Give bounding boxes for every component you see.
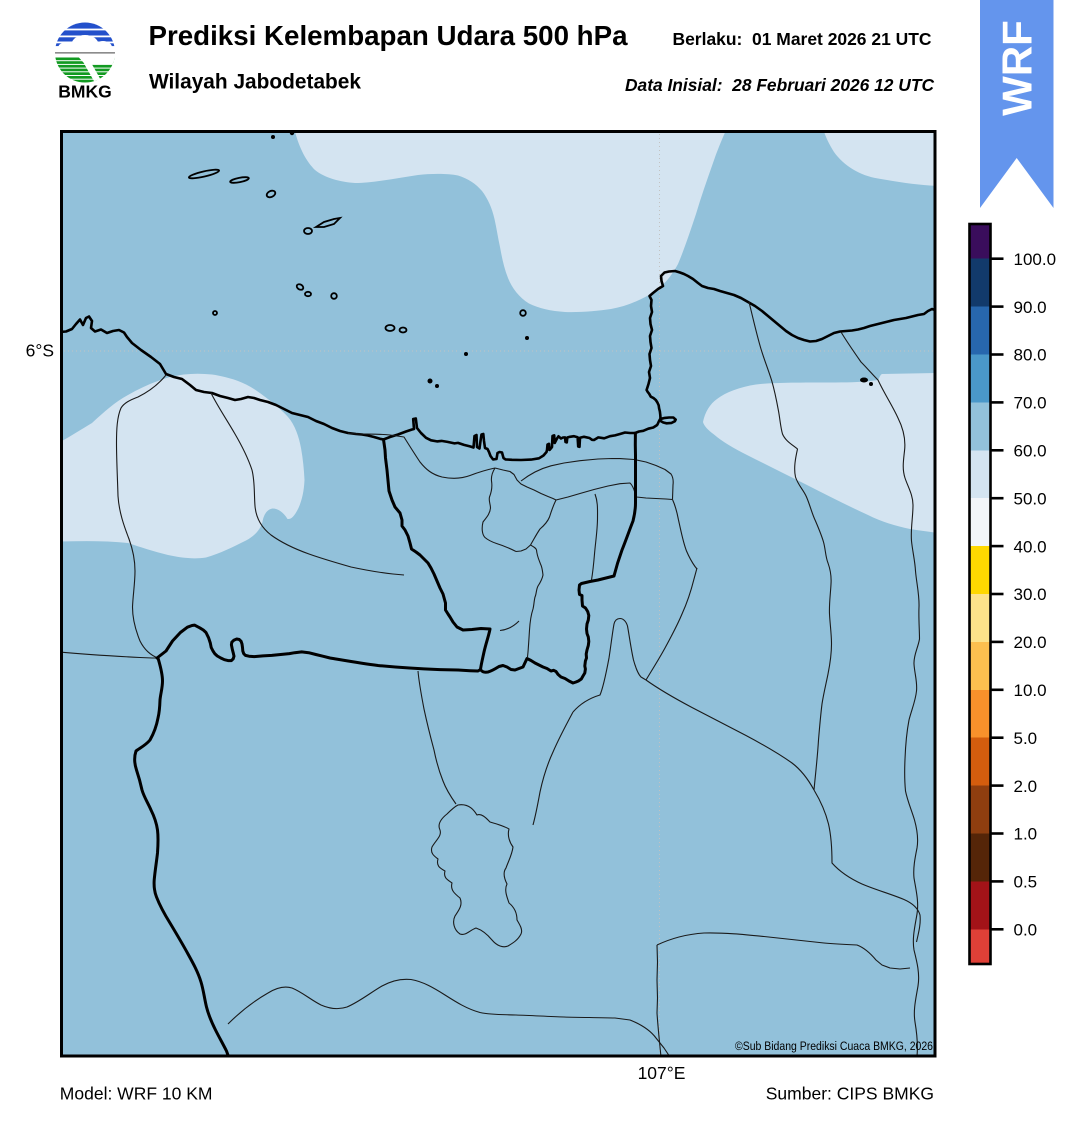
- svg-text:2.0: 2.0: [1014, 777, 1038, 796]
- svg-text:100.0: 100.0: [1014, 250, 1057, 269]
- svg-text:0.0: 0.0: [1014, 921, 1038, 940]
- svg-text:©Sub Bidang Prediksi Cuaca BMK: ©Sub Bidang Prediksi Cuaca BMKG, 2026: [735, 1039, 933, 1053]
- svg-text:1.0: 1.0: [1014, 825, 1038, 844]
- svg-text:Wilayah Jabodetabek: Wilayah Jabodetabek: [149, 71, 361, 94]
- svg-text:Berlaku: 01 Maret 2026 21 UTC: Berlaku: 01 Maret 2026 21 UTC: [673, 29, 932, 49]
- svg-text:40.0: 40.0: [1014, 537, 1047, 556]
- svg-text:30.0: 30.0: [1014, 585, 1047, 604]
- svg-text:5.0: 5.0: [1014, 729, 1038, 748]
- svg-text:Model: WRF 10 KM: Model: WRF 10 KM: [60, 1084, 213, 1104]
- svg-text:60.0: 60.0: [1014, 442, 1047, 461]
- svg-text:80.0: 80.0: [1014, 346, 1047, 365]
- svg-text:20.0: 20.0: [1014, 633, 1047, 652]
- svg-text:BMKG: BMKG: [58, 82, 111, 102]
- svg-text:90.0: 90.0: [1014, 298, 1047, 317]
- svg-text:70.0: 70.0: [1014, 394, 1047, 413]
- svg-text:Sumber: CIPS BMKG: Sumber: CIPS BMKG: [766, 1084, 934, 1104]
- svg-text:10.0: 10.0: [1014, 681, 1047, 700]
- svg-text:50.0: 50.0: [1014, 489, 1047, 508]
- svg-text:6°S: 6°S: [26, 341, 54, 361]
- svg-text:WRF: WRF: [994, 20, 1041, 116]
- svg-text:Prediksi Kelembapan Udara 500: Prediksi Kelembapan Udara 500 hPa: [149, 20, 628, 51]
- svg-text:Data Inisial: 28 Februari 202: Data Inisial: 28 Februari 2026 12 UTC: [625, 75, 934, 95]
- svg-text:0.5: 0.5: [1014, 873, 1038, 892]
- svg-text:107°E: 107°E: [638, 1063, 686, 1083]
